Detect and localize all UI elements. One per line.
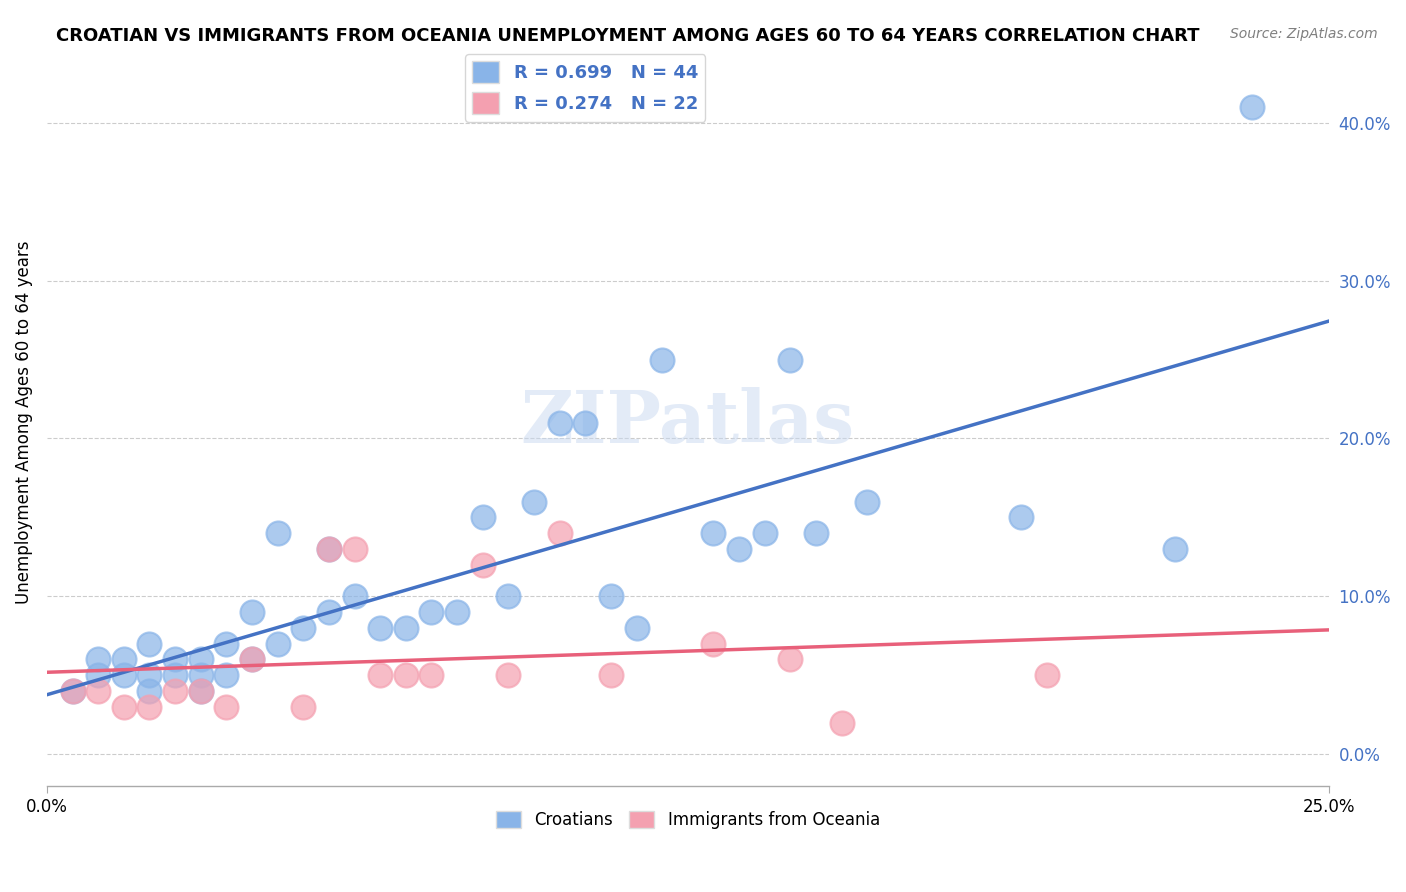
- Text: ZIPatlas: ZIPatlas: [520, 387, 855, 458]
- Point: [779, 652, 801, 666]
- Point: [165, 668, 187, 682]
- Point: [112, 652, 135, 666]
- Point: [600, 590, 623, 604]
- Point: [702, 637, 724, 651]
- Text: CROATIAN VS IMMIGRANTS FROM OCEANIA UNEMPLOYMENT AMONG AGES 60 TO 64 YEARS CORRE: CROATIAN VS IMMIGRANTS FROM OCEANIA UNEM…: [56, 27, 1199, 45]
- Point: [318, 605, 340, 619]
- Point: [138, 684, 160, 698]
- Point: [62, 684, 84, 698]
- Point: [266, 637, 288, 651]
- Point: [498, 590, 520, 604]
- Point: [215, 668, 238, 682]
- Point: [831, 715, 853, 730]
- Point: [395, 621, 418, 635]
- Point: [165, 684, 187, 698]
- Point: [856, 494, 879, 508]
- Point: [446, 605, 468, 619]
- Point: [420, 605, 443, 619]
- Point: [471, 558, 494, 572]
- Point: [702, 526, 724, 541]
- Point: [138, 699, 160, 714]
- Point: [548, 416, 571, 430]
- Point: [240, 652, 263, 666]
- Point: [215, 637, 238, 651]
- Point: [318, 541, 340, 556]
- Point: [138, 668, 160, 682]
- Point: [779, 352, 801, 367]
- Point: [165, 652, 187, 666]
- Point: [87, 652, 110, 666]
- Point: [215, 699, 238, 714]
- Point: [343, 590, 366, 604]
- Point: [523, 494, 546, 508]
- Point: [292, 621, 315, 635]
- Point: [1164, 541, 1187, 556]
- Point: [728, 541, 751, 556]
- Point: [1240, 100, 1263, 114]
- Point: [190, 684, 212, 698]
- Point: [343, 541, 366, 556]
- Point: [1035, 668, 1057, 682]
- Point: [420, 668, 443, 682]
- Text: Source: ZipAtlas.com: Source: ZipAtlas.com: [1230, 27, 1378, 41]
- Point: [498, 668, 520, 682]
- Point: [190, 652, 212, 666]
- Point: [112, 699, 135, 714]
- Point: [1010, 510, 1032, 524]
- Point: [138, 637, 160, 651]
- Point: [651, 352, 673, 367]
- Point: [368, 621, 391, 635]
- Point: [368, 668, 391, 682]
- Point: [87, 684, 110, 698]
- Point: [548, 526, 571, 541]
- Point: [292, 699, 315, 714]
- Point: [62, 684, 84, 698]
- Point: [87, 668, 110, 682]
- Point: [190, 684, 212, 698]
- Point: [240, 652, 263, 666]
- Point: [804, 526, 827, 541]
- Point: [471, 510, 494, 524]
- Point: [190, 668, 212, 682]
- Point: [626, 621, 648, 635]
- Point: [574, 416, 596, 430]
- Point: [240, 605, 263, 619]
- Legend: Croatians, Immigrants from Oceania: Croatians, Immigrants from Oceania: [489, 804, 887, 836]
- Point: [395, 668, 418, 682]
- Point: [754, 526, 776, 541]
- Y-axis label: Unemployment Among Ages 60 to 64 years: Unemployment Among Ages 60 to 64 years: [15, 241, 32, 605]
- Point: [600, 668, 623, 682]
- Point: [318, 541, 340, 556]
- Point: [112, 668, 135, 682]
- Point: [266, 526, 288, 541]
